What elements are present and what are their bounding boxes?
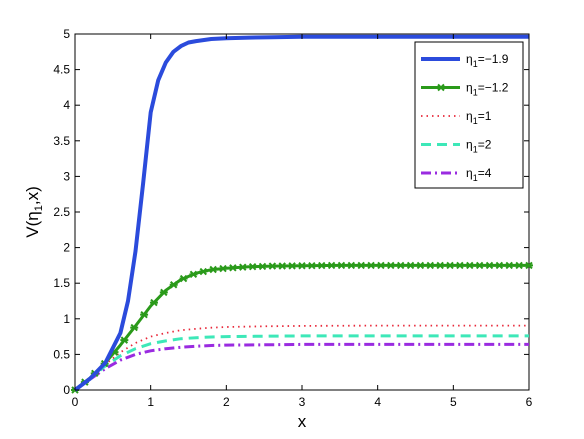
series-marker <box>159 288 168 297</box>
legend-label-tail: =−1.2 <box>478 81 509 95</box>
legend-label-main: η <box>466 109 473 123</box>
legend-label: η1=−1.9 <box>466 52 509 69</box>
series-marker <box>406 261 415 270</box>
y-tick-label: 1 <box>63 312 70 326</box>
series-marker <box>436 261 445 270</box>
x-tick-label: 0 <box>72 395 79 409</box>
y-axis-label-tail: ,x) <box>23 186 42 205</box>
y-tick-label: 2.5 <box>53 205 70 219</box>
legend-label: η1=2 <box>466 138 492 155</box>
x-tick-label: 3 <box>299 395 306 409</box>
series-marker <box>268 262 277 270</box>
y-tick-label: 4 <box>63 98 70 112</box>
legend-label-sub: 1 <box>473 145 478 155</box>
legend-marker <box>437 83 445 92</box>
series-marker <box>347 261 356 270</box>
series-line <box>74 334 529 392</box>
series-marker <box>426 261 435 270</box>
y-tick-label: 4.5 <box>53 63 70 77</box>
y-tick-label: 1.5 <box>53 276 70 290</box>
legend-label-sub: 1 <box>473 88 478 98</box>
series-marker <box>357 261 366 270</box>
x-tick-label: 2 <box>223 395 230 409</box>
y-tick-label: 3.5 <box>53 134 70 148</box>
series-marker <box>416 261 425 270</box>
y-axis-label-main: V(η <box>23 211 42 237</box>
legend-label-main: η <box>466 138 473 152</box>
legend-label-main: η <box>466 81 473 95</box>
series-marker <box>505 261 514 270</box>
series-marker <box>307 261 316 270</box>
series-marker <box>189 270 198 279</box>
y-tick-label: 2 <box>63 241 70 255</box>
series-marker <box>149 298 158 307</box>
series-marker <box>485 261 494 270</box>
y-tick-label: 0.5 <box>53 347 70 361</box>
series-line <box>74 342 529 392</box>
legend-label-tail: =4 <box>478 166 492 180</box>
legend-box <box>414 41 524 189</box>
series-marker <box>298 262 306 270</box>
x-tick-label: 6 <box>526 395 533 409</box>
x-axis-label: x <box>298 412 307 431</box>
legend-label: η1=4 <box>466 166 492 183</box>
series-marker <box>130 323 139 332</box>
x-tick-label: 1 <box>147 395 154 409</box>
series-marker <box>367 261 376 270</box>
x-tick-label: 5 <box>450 395 457 409</box>
y-tick-label: 5 <box>63 27 70 41</box>
series-marker <box>248 263 257 271</box>
series-line <box>74 263 529 392</box>
tick-layer: 0 1 2 3 4 5 6 0 0.5 1 1.5 2 2.5 3 3.5 4 4.5 5 <box>53 27 532 409</box>
legend-label-tail: =2 <box>478 138 492 152</box>
series-marker <box>278 262 287 270</box>
series-marker <box>219 264 228 273</box>
y-tick-label: 3 <box>63 169 70 183</box>
legend-label-sub: 1 <box>473 173 478 183</box>
series-marker <box>258 262 267 271</box>
legend-label: η1=−1.2 <box>466 81 509 98</box>
series-marker <box>228 264 237 272</box>
series-marker <box>317 261 326 270</box>
series-line <box>73 34 529 392</box>
series-marker <box>337 261 346 270</box>
series-marker <box>327 261 336 270</box>
series-marker <box>396 261 405 270</box>
series-marker <box>120 336 129 344</box>
series-marker <box>376 261 385 270</box>
series-marker <box>515 261 524 270</box>
legend-label-tail: =1 <box>478 109 492 123</box>
legend-label: η1=1 <box>466 109 492 126</box>
y-axis-label-sub: 1 <box>33 205 45 211</box>
series-marker <box>238 263 247 271</box>
series-marker <box>140 310 149 319</box>
series-marker <box>495 261 504 270</box>
legend-label-tail: =−1.9 <box>478 52 509 66</box>
series-marker <box>455 261 464 270</box>
x-tick-label: 4 <box>374 395 381 409</box>
legend-label-main: η <box>466 166 473 180</box>
legend: η1=−1.9η1=−1.2η1=1η1=2η1=4 <box>414 41 524 189</box>
series-marker <box>465 261 474 270</box>
series-marker <box>169 281 178 289</box>
y-tick-label: 0 <box>63 383 70 397</box>
series-marker <box>386 261 395 270</box>
series-marker <box>179 274 188 283</box>
series-marker <box>475 261 484 270</box>
series-marker <box>446 261 455 270</box>
series-marker <box>525 261 533 270</box>
legend-label-sub: 1 <box>473 59 478 69</box>
series-marker <box>199 267 208 276</box>
legend-label-sub: 1 <box>473 116 478 126</box>
series-layer <box>71 34 533 394</box>
legend-label-main: η <box>466 52 473 66</box>
series-marker <box>288 262 297 270</box>
series-marker <box>209 265 218 274</box>
y-axis-label: V(η1,x) <box>23 186 45 237</box>
